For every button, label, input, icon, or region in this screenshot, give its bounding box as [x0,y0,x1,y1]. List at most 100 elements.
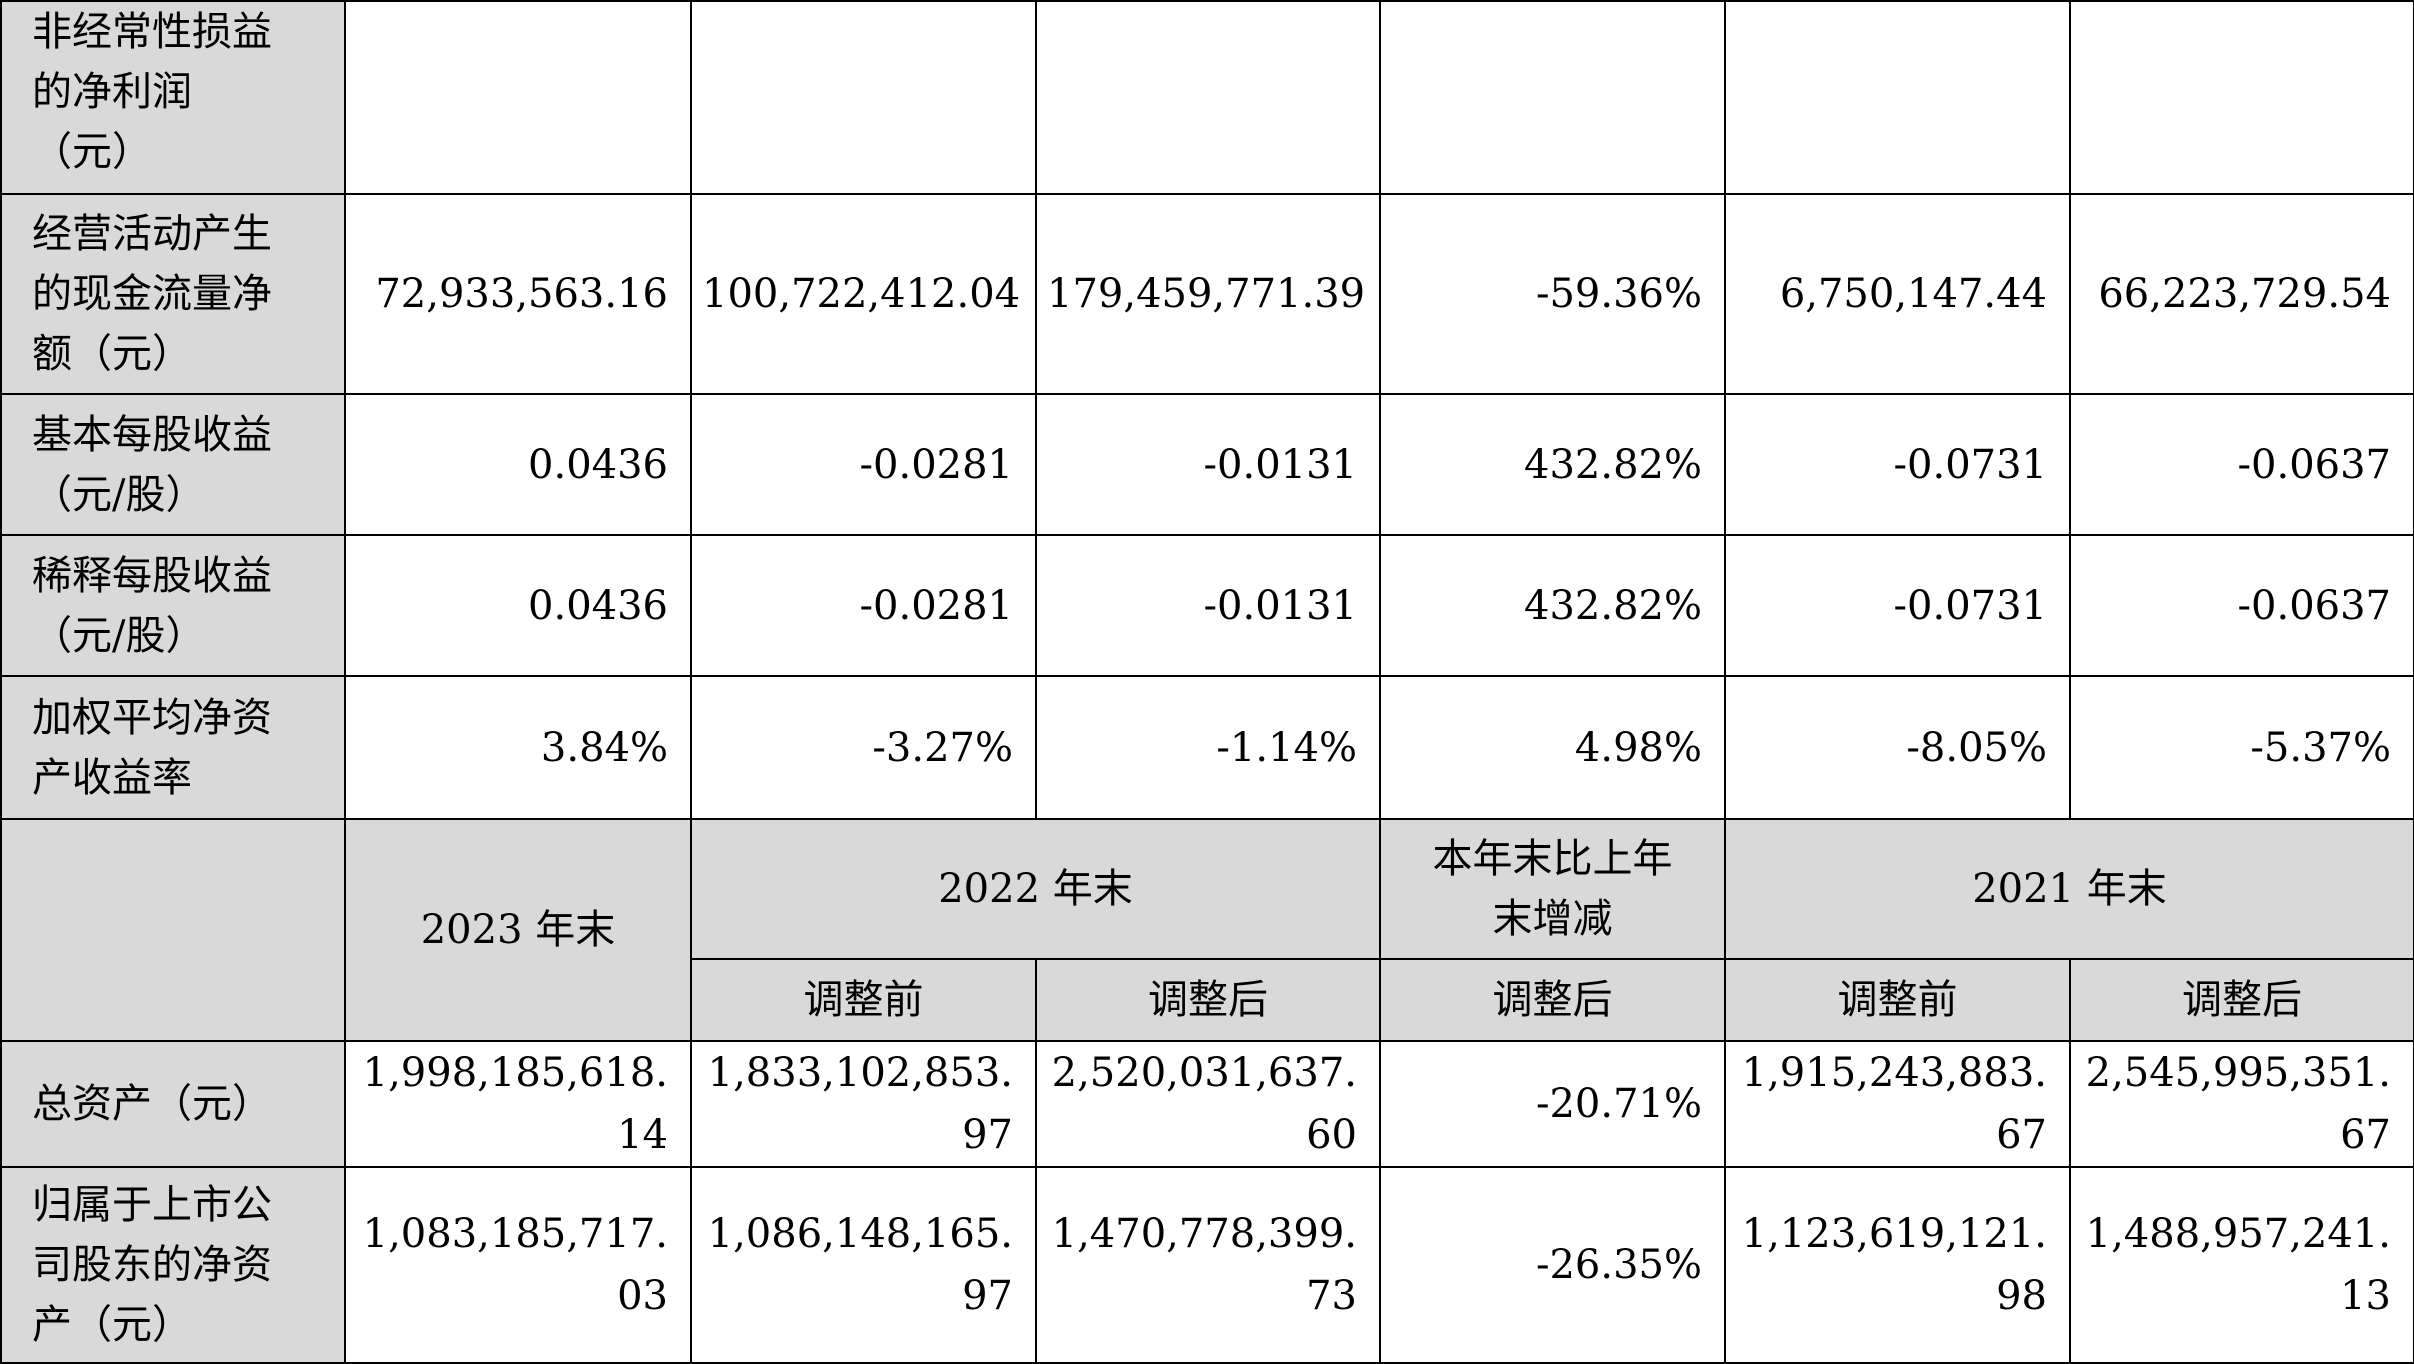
value-line: 1,998,185,618. [362,1050,668,1096]
label-line: 归属于上市公 [32,1182,272,1228]
label-line: 的净利润 [32,68,192,115]
cell-value: -26.35% [1379,1166,1726,1364]
value-line: 1,470,778,399. [1051,1211,1357,1257]
row-label-net-assets-attributable: 归属于上市公 司股东的净资 产（元） [0,1166,346,1364]
value-line: 1,488,957,241. [2085,1211,2391,1257]
cell-value: -0.0731 [1724,534,2071,677]
subheader-2021-before-adjustment: 调整前 [1724,958,2071,1042]
value-line: 97 [962,1112,1013,1158]
label-line: 的现金流量净 [32,271,272,317]
value-line: 1,086,148,165. [707,1211,1013,1257]
row-label-basic-eps: 基本每股收益 （元/股） [0,393,346,536]
table-header-row: 2023 年末 2022 年末 本年末比上年 末增减 2021 年末 [0,818,2414,1042]
cell-value: 1,123,619,121. 98 [1724,1166,2071,1364]
value-line: 67 [1996,1112,2047,1158]
label-line: 非经常性损益 [32,8,272,55]
row-label-operating-cash-flow: 经营活动产生 的现金流量净 额（元） [0,193,346,395]
row-label-diluted-eps: 稀释每股收益 （元/股） [0,534,346,677]
cell-value: 2,520,031,637. 60 [1035,1040,1381,1168]
cell-value: -0.0637 [2069,534,2414,677]
subheader-2021-after-adjustment: 调整后 [2069,958,2414,1042]
label-line: 基本每股收益 [32,411,272,458]
value-line: 2,520,031,637. [1051,1050,1357,1096]
cell-value: 1,470,778,399. 73 [1035,1166,1381,1364]
cell-value: -0.0281 [690,534,1037,677]
value-line: 98 [1996,1273,2047,1319]
value-line: 14 [617,1112,668,1158]
cell-value: 432.82% [1379,534,1726,677]
value-line: 60 [1306,1112,1357,1158]
header-2023-year-end: 2023 年末 [344,818,692,1042]
cell-value: 1,833,102,853. 97 [690,1040,1037,1168]
subheader-2022-before-adjustment: 调整前 [690,958,1037,1042]
table-row: 稀释每股收益 （元/股） 0.0436 -0.0281 -0.0131 432.… [0,534,2414,677]
value-line: 1,833,102,853. [707,1050,1013,1096]
label-line: 产收益率 [32,754,192,801]
cell-value: -59.36% [1379,193,1726,395]
value-line: 97 [962,1273,1013,1319]
cell-value: 1,915,243,883. 67 [1724,1040,2071,1168]
row-label-weighted-roe: 加权平均净资 产收益率 [0,675,346,820]
cell-value: 3.84% [344,675,692,820]
value-line: 73 [1306,1273,1357,1319]
cell-value [2069,0,2414,195]
table-row: 归属于上市公 司股东的净资 产（元） 1,083,185,717. 03 1,0… [0,1166,2414,1364]
cell-value: -0.0637 [2069,393,2414,536]
table-row: 总资产（元） 1,998,185,618. 14 1,833,102,853. … [0,1040,2414,1168]
cell-value: -0.0281 [690,393,1037,536]
header-2021-year-end: 2021 年末 [1724,818,2414,960]
value-line: 1,915,243,883. [1741,1050,2047,1096]
cell-value: 1,488,957,241. 13 [2069,1166,2414,1364]
cell-value: -0.0131 [1035,534,1381,677]
header-yoy-change: 本年末比上年 末增减 [1379,818,1726,960]
row-label-total-assets: 总资产（元） [0,1040,346,1168]
value-line: 2,545,995,351. [2085,1050,2391,1096]
cell-value: -5.37% [2069,675,2414,820]
cell-value: 2,545,995,351. 67 [2069,1040,2414,1168]
cell-value [690,0,1037,195]
cell-value: -1.14% [1035,675,1381,820]
cell-value: 72,933,563.16 [344,193,692,395]
value-line: 1,123,619,121. [1741,1211,2047,1257]
table-row: 经营活动产生 的现金流量净 额（元） 72,933,563.16 100,722… [0,193,2414,395]
header-corner [0,818,346,1042]
label-line: 总资产（元） [32,1081,272,1127]
cell-value: -0.0731 [1724,393,2071,536]
cell-value: 1,083,185,717. 03 [344,1166,692,1364]
subheader-change-after-adjustment: 调整后 [1379,958,1726,1042]
label-line: 产（元） [32,1302,192,1348]
label-line: 司股东的净资 [32,1242,272,1288]
cell-value: 0.0436 [344,534,692,677]
value-line: 67 [2340,1112,2391,1158]
cell-value: 179,459,771.39 [1035,193,1381,395]
subheader-2022-after-adjustment: 调整后 [1035,958,1381,1042]
table-row: 加权平均净资 产收益率 3.84% -3.27% -1.14% 4.98% -8… [0,675,2414,820]
cell-value [1724,0,2071,195]
value-line: -26.35% [1535,1242,1702,1288]
value-line: 1,083,185,717. [362,1211,668,1257]
value-line: 13 [2340,1273,2391,1319]
table-subheader-row: 调整前 调整后 调整后 调整前 调整后 [1,958,2414,1042]
label-line: （元/股） [32,612,206,659]
cell-value: 1,086,148,165. 97 [690,1166,1037,1364]
header-2022-year-end: 2022 年末 [690,818,1381,960]
label-line: 经营活动产生 [32,211,272,257]
row-label-net-profit-excl-nonrecurring: 非经常性损益 的净利润 （元） [0,0,346,195]
header-line: 本年末比上年 [1432,836,1673,882]
value-line: -20.71% [1535,1081,1702,1127]
cell-value: 4.98% [1379,675,1726,820]
cell-value [1035,0,1381,195]
cell-value [344,0,692,195]
cell-value: 432.82% [1379,393,1726,536]
label-line: 额（元） [32,331,192,377]
cell-value: -0.0131 [1035,393,1381,536]
cell-value: 100,722,412.04 [690,193,1037,395]
table-row: 非经常性损益 的净利润 （元） [0,0,2414,195]
cell-value [1379,0,1726,195]
cell-value: -8.05% [1724,675,2071,820]
cell-value: 1,998,185,618. 14 [344,1040,692,1168]
cell-value: -3.27% [690,675,1037,820]
cell-value: 66,223,729.54 [2069,193,2414,395]
cell-value: -20.71% [1379,1040,1726,1168]
